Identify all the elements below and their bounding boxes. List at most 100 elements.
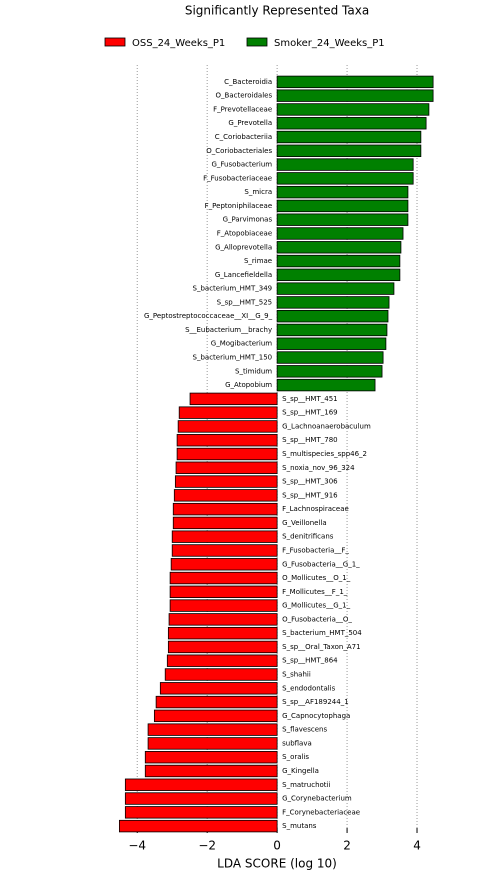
x-tick-label: 2	[343, 839, 351, 853]
bar	[276, 227, 404, 240]
bar	[276, 158, 414, 171]
category-label: C_Coriobacteriia	[215, 133, 272, 141]
bar	[276, 185, 409, 199]
bar	[172, 502, 278, 516]
category-label: S_bacterium_HMT_504	[282, 629, 362, 637]
bar	[174, 475, 278, 488]
category-label: S_oralis	[282, 753, 309, 761]
category-label: G_Corynebacterium	[282, 795, 352, 803]
bar	[175, 461, 278, 474]
bar	[166, 654, 278, 667]
category-label: G_Mollicutes__G_1_	[282, 602, 350, 610]
category-label: G_Lachnoanaerobaculum	[282, 422, 371, 430]
bar	[176, 434, 278, 447]
bar	[172, 516, 278, 530]
bar	[276, 309, 389, 323]
category-label: S_bacterium_HMT_349	[193, 285, 273, 293]
legend-swatch	[246, 37, 268, 47]
category-label: S_sp__Oral_Taxon_A71	[282, 643, 360, 651]
bar	[276, 323, 388, 337]
bar	[276, 130, 422, 144]
bar	[176, 447, 278, 461]
bar	[168, 613, 278, 626]
category-label: S_micra	[244, 188, 272, 196]
bar	[276, 144, 422, 157]
category-label: S_sp__AF189244_1	[282, 698, 349, 706]
category-label: G_Veillonella	[282, 519, 327, 527]
category-label: G_Atopobium	[225, 381, 272, 389]
category-label: S_noxia_nov_96_324	[282, 464, 355, 472]
category-label: S_sp__HMT_451	[282, 395, 337, 403]
bar	[124, 778, 278, 791]
category-label: S_multispecies_spp46_2	[282, 450, 367, 458]
bar	[276, 365, 383, 378]
bar	[276, 351, 384, 364]
bar	[177, 420, 278, 433]
bar	[164, 668, 278, 681]
category-label: O_Bacteroidales	[216, 92, 273, 100]
category-label: G_Mogibacterium	[211, 340, 273, 348]
bar	[276, 172, 414, 185]
bar	[124, 806, 278, 819]
category-label: G_Prevotella	[228, 119, 272, 127]
category-label: S_sp__HMT_864	[282, 657, 338, 665]
category-label: F_Fusobacteriaceae	[203, 174, 272, 182]
legend-label: OSS_24_Weeks_P1	[132, 38, 225, 49]
bar	[276, 75, 434, 89]
category-label: S_flavescens	[282, 726, 327, 734]
bar	[276, 268, 401, 282]
category-label: S_sp__HMT_916	[282, 491, 338, 499]
category-label: S_timidum	[235, 367, 272, 375]
category-label: S_matruchotii	[282, 781, 330, 789]
category-label: S_rimae	[244, 257, 272, 265]
category-label: S_bacterium_HMT_150	[193, 354, 273, 362]
bar	[124, 792, 278, 805]
bar	[189, 392, 278, 406]
bar	[118, 819, 278, 833]
bar	[276, 337, 387, 350]
bar	[276, 282, 395, 295]
category-label: F_Atopobiaceae	[217, 229, 272, 237]
category-label: O_Coriobacteriales	[206, 147, 272, 155]
category-label: G_Lancefieldella	[215, 271, 272, 279]
category-label: F_Fusobacteria__F_	[282, 546, 349, 554]
category-label: S_sp__HMT_780	[282, 436, 337, 444]
bar	[276, 378, 376, 392]
bar	[276, 117, 427, 130]
bar	[155, 695, 278, 709]
bar	[276, 89, 434, 102]
bar	[144, 751, 278, 764]
category-label: F_Peptoniphilaceae	[205, 202, 272, 210]
category-label: G_Peptostreptococcaceae__XI__G_9_	[144, 312, 273, 320]
category-label: F_Corynebacteriaceae	[282, 808, 360, 816]
bar	[159, 682, 278, 695]
bar	[276, 103, 430, 116]
category-label: S_denitrificans	[282, 533, 334, 541]
bar	[178, 406, 278, 419]
legend-label: Smoker_24_Weeks_P1	[274, 38, 385, 49]
category-label: S_mutans	[282, 822, 317, 830]
category-label: S_shahii	[282, 671, 311, 679]
category-label: S_sp__HMT_306	[282, 478, 338, 486]
x-tick-label: 0	[273, 839, 281, 853]
bar	[171, 530, 278, 543]
bar	[171, 544, 278, 557]
bar	[276, 199, 409, 213]
bar	[147, 737, 278, 750]
category-label: S_sp__HMT_169	[282, 409, 337, 417]
category-label: subflava	[282, 739, 312, 747]
bar	[276, 296, 390, 309]
bar	[169, 599, 278, 612]
bar	[276, 241, 402, 254]
category-label: G_Kingella	[282, 767, 319, 775]
bar	[170, 558, 278, 571]
category-label: G_Fusobacteria__G_1_	[282, 560, 360, 568]
category-label: S_sp__HMT_525	[217, 298, 272, 306]
category-label: S__Eubacterium__brachy	[185, 326, 272, 334]
chart-title: Significantly Represented Taxa	[185, 4, 369, 18]
bar	[169, 585, 278, 599]
bar	[276, 254, 401, 268]
bar	[144, 764, 278, 778]
x-tick-label: −4	[128, 839, 146, 853]
category-label: G_Parvimonas	[223, 216, 273, 224]
